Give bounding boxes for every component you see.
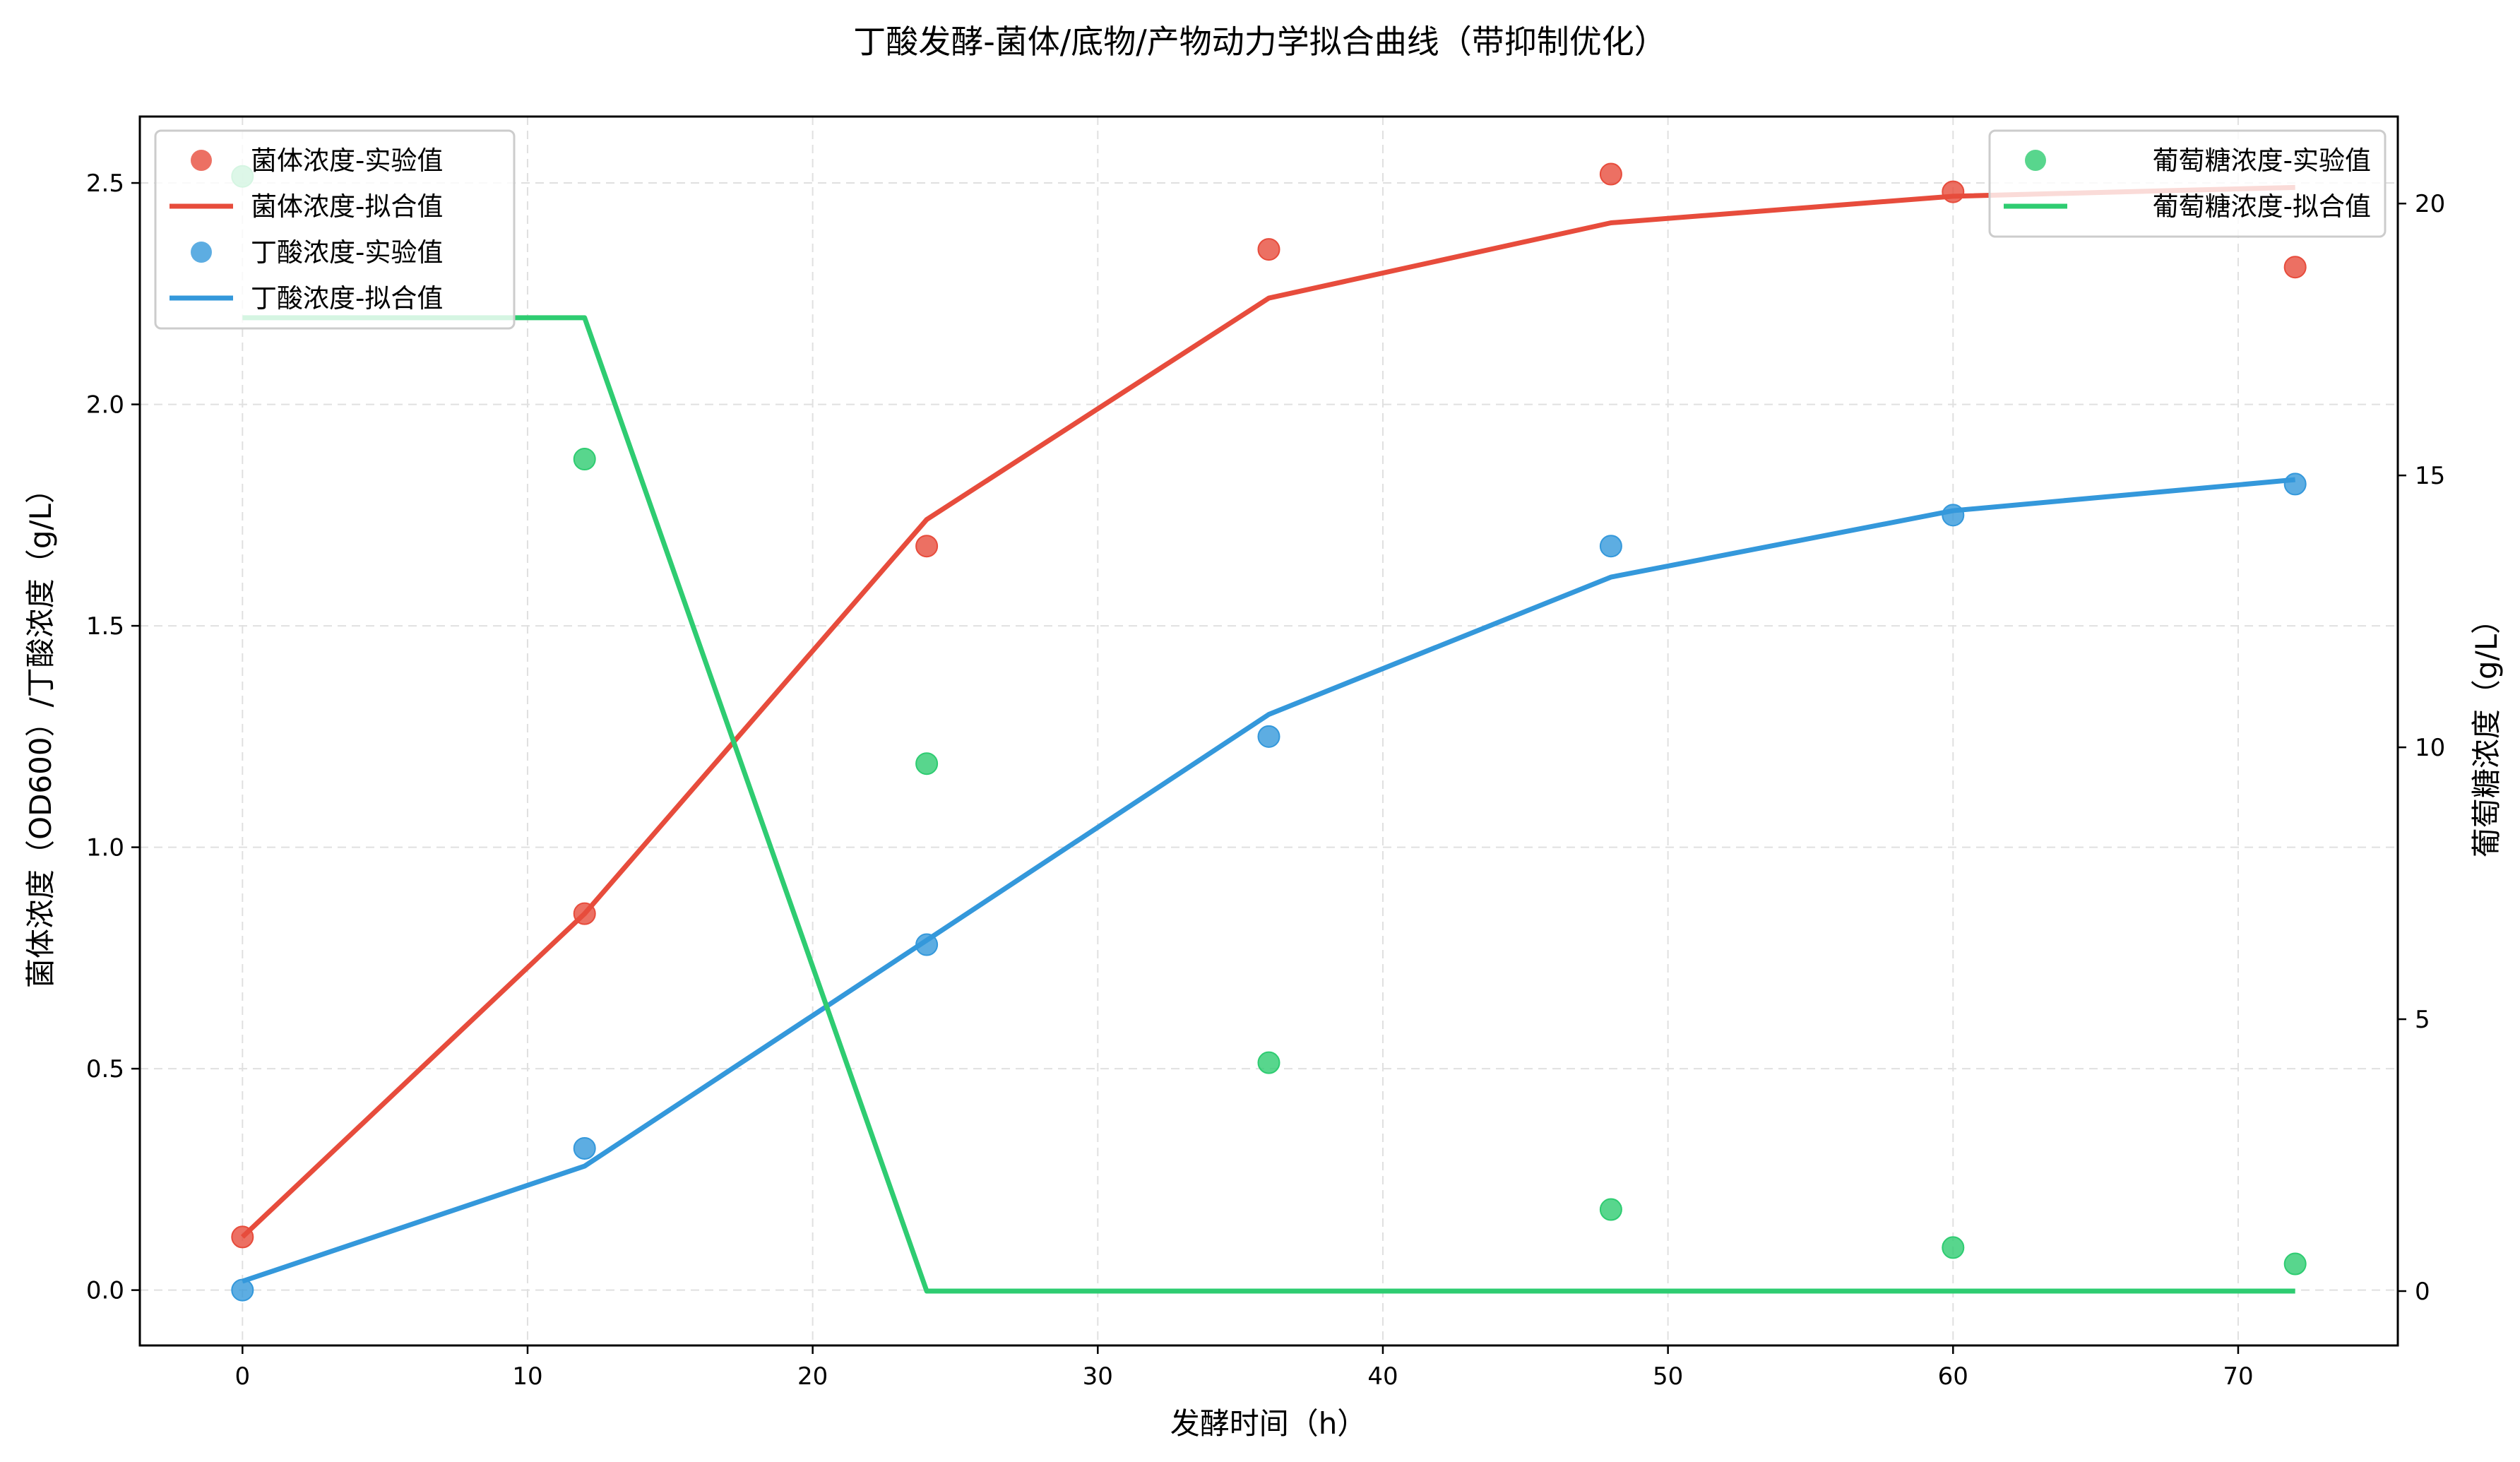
data-point [231, 1278, 254, 1302]
data-point [1599, 162, 1622, 186]
legend-marker [191, 150, 212, 171]
right-y-axis-label: 葡萄糖浓度（g/L） [2469, 605, 2504, 857]
plot-frame [138, 115, 2399, 1347]
data-point [1942, 180, 1965, 203]
plot-series [231, 162, 2307, 1302]
legend-label: 丁酸浓度-实验值 [251, 237, 443, 268]
legend-label: 葡萄糖浓度-实验值 [2153, 145, 2371, 176]
right-y-tick-label: 0 [2415, 1278, 2430, 1306]
data-point [1599, 535, 1622, 558]
left-y-tick-label: 0.0 [86, 1277, 124, 1305]
x-tick-label: 60 [1938, 1362, 1968, 1391]
legend-label: 丁酸浓度-拟合值 [251, 283, 443, 314]
x-tick-label: 10 [512, 1362, 542, 1391]
data-point [2283, 1252, 2307, 1276]
x-tick-label: 40 [1367, 1362, 1398, 1391]
right-y-tick-label: 15 [2415, 462, 2445, 490]
left-y-tick-label: 1.5 [86, 612, 124, 641]
right-axis-ticks: 0 5 10 15 20 [2398, 190, 2445, 1306]
right-y-tick-label: 20 [2415, 190, 2445, 218]
data-point [1942, 1236, 1965, 1259]
data-point [915, 933, 939, 956]
data-point [231, 1225, 254, 1249]
x-tick-label: 20 [797, 1362, 828, 1391]
x-tick-label: 0 [234, 1362, 250, 1391]
left-y-tick-label: 1.0 [86, 834, 124, 862]
x-tick-label: 30 [1083, 1362, 1113, 1391]
left-y-axis-label: 菌体浓度（OD600）/丁酸浓度（g/L） [23, 474, 58, 988]
right-y-tick-label: 5 [2415, 1006, 2430, 1034]
data-point [1942, 504, 1965, 527]
left-y-tick-label: 0.5 [86, 1055, 124, 1083]
left-y-tick-label: 2.5 [86, 170, 124, 198]
x-tick-label: 50 [1653, 1362, 1683, 1391]
data-point [915, 535, 939, 558]
data-point [1257, 238, 1280, 261]
data-point [1257, 1051, 1280, 1074]
legend-marker [2025, 150, 2046, 171]
chart-title: 丁酸发酵-菌体/底物/产物动力学拟合曲线（带抑制优化） [853, 23, 1667, 61]
legend-label: 菌体浓度-实验值 [251, 145, 443, 176]
legend-label: 菌体浓度-拟合值 [251, 191, 443, 222]
data-point [2283, 473, 2307, 496]
legend-label: 葡萄糖浓度-拟合值 [2153, 191, 2371, 222]
x-axis-ticks: 0 10 20 30 40 50 60 70 [234, 1345, 2254, 1391]
data-point [573, 448, 596, 471]
right-y-tick-label: 10 [2415, 734, 2445, 762]
x-axis-label: 发酵时间（h） [1170, 1406, 1367, 1441]
data-point [2283, 256, 2307, 279]
left-y-tick-label: 2.0 [86, 391, 124, 420]
fit-line [242, 477, 2295, 1284]
fit-line [242, 315, 2295, 1294]
data-point [1257, 725, 1280, 748]
data-point [915, 752, 939, 775]
data-point [1599, 1198, 1622, 1221]
left-axis-ticks: 0.0 0.5 1.0 1.5 2.0 2.5 [86, 170, 140, 1305]
data-point [573, 1136, 596, 1160]
legend-marker [191, 242, 212, 263]
x-tick-label: 70 [2223, 1362, 2253, 1391]
data-point [573, 902, 596, 925]
